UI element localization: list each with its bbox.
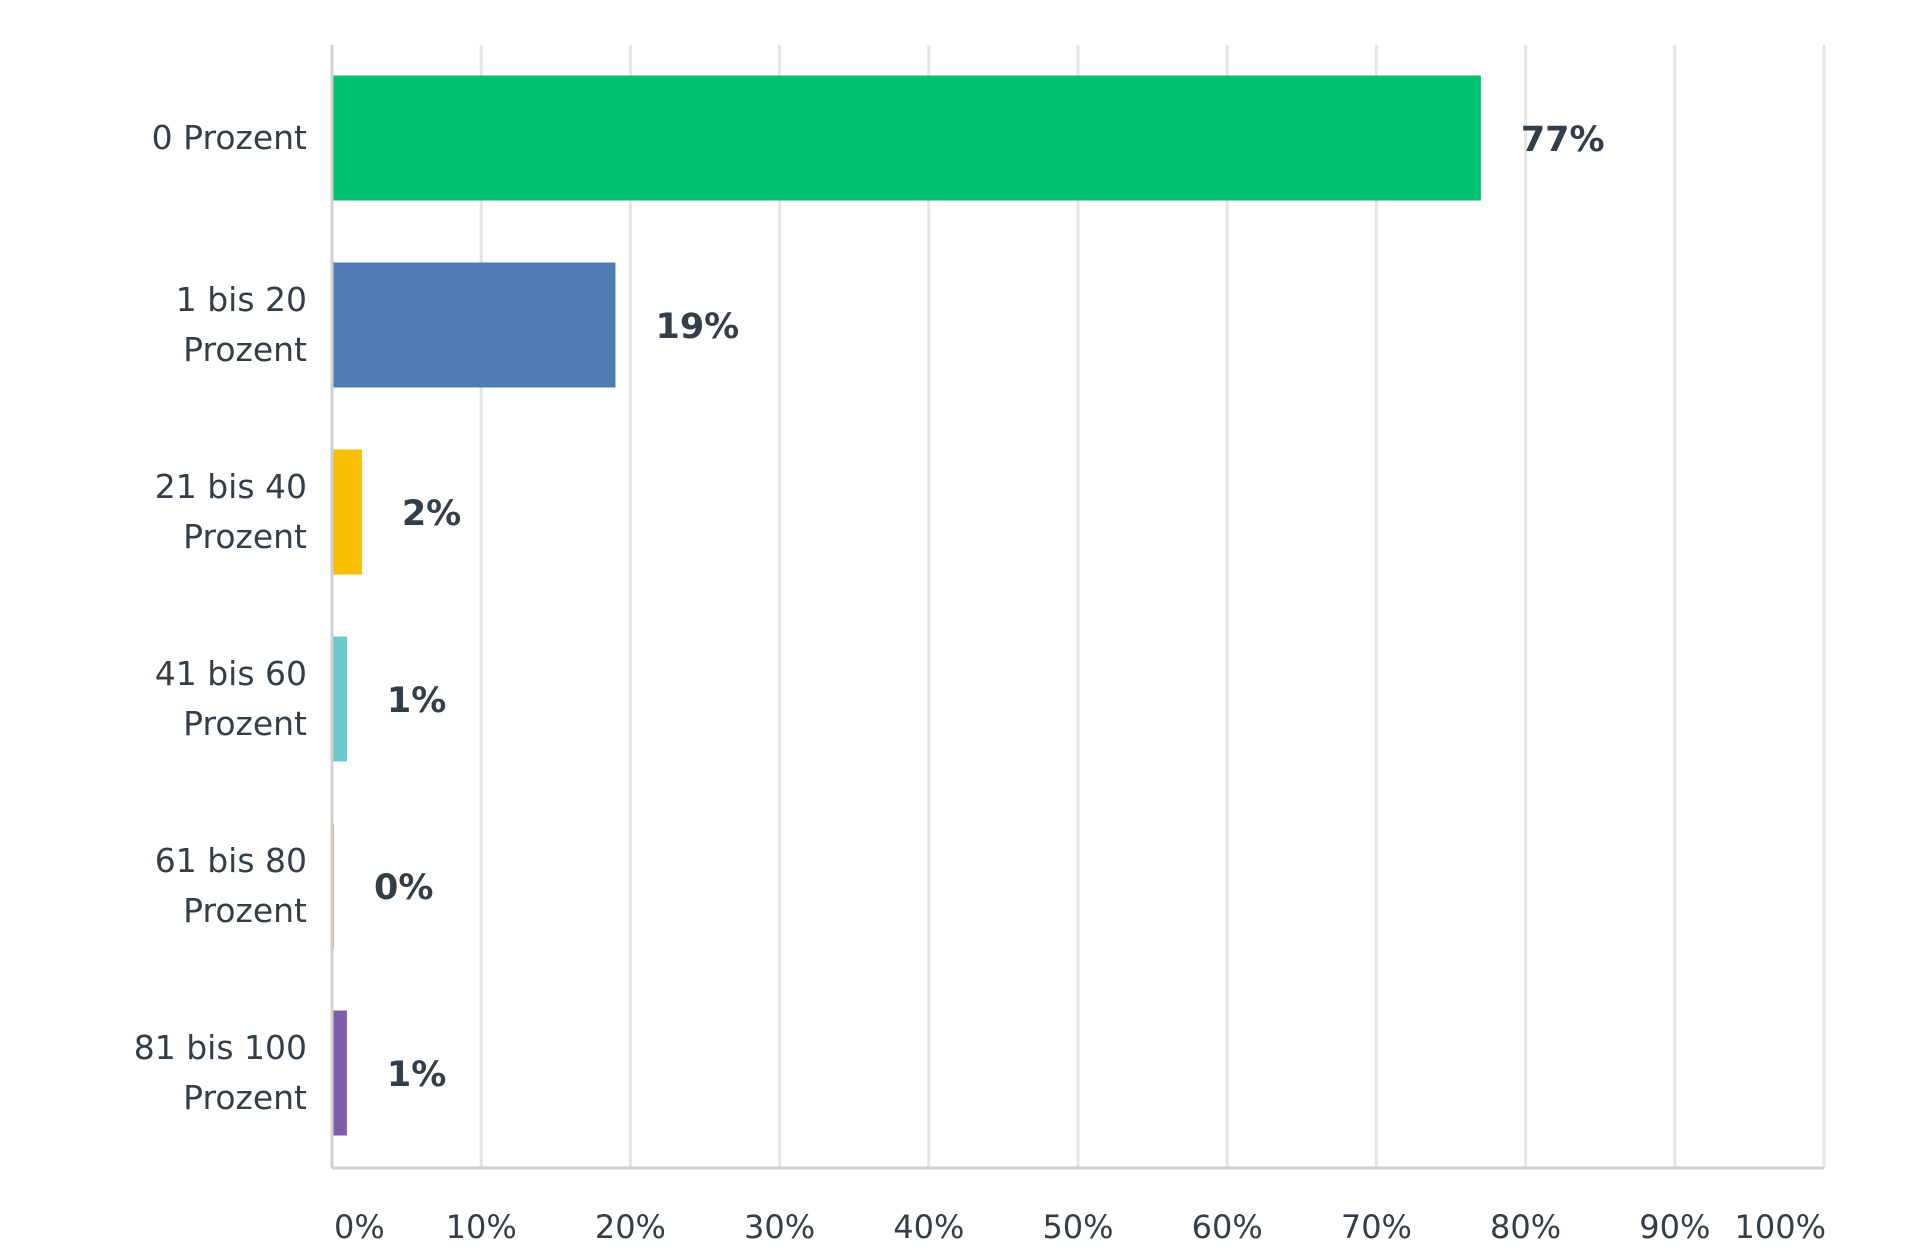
category-label-2: 21 bis 40 Prozent xyxy=(155,467,307,556)
value-labels: 77% 19% 2% 1% 0% 1% xyxy=(374,120,1605,1095)
value-label-4: 0% xyxy=(374,868,433,908)
value-label-5: 1% xyxy=(387,1055,446,1095)
category-label-line: Prozent xyxy=(183,330,307,369)
x-tick-label-70: 70% xyxy=(1341,1208,1412,1246)
x-tick-label-100: 100% xyxy=(1735,1208,1826,1246)
category-label-4: 61 bis 80 Prozent xyxy=(155,841,307,930)
value-label-2: 2% xyxy=(402,494,461,534)
category-label-0: 0 Prozent xyxy=(152,118,307,157)
category-label-5: 81 bis 100 Prozent xyxy=(134,1028,307,1117)
value-label-1: 19% xyxy=(655,307,739,347)
x-axis-tick-labels: 0% 10% 20% 30% 40% 50% 60% 70% 80% 90% 100% xyxy=(334,1208,1826,1246)
category-label-line: 21 bis 40 xyxy=(155,467,307,506)
x-tick-label-40: 40% xyxy=(893,1208,964,1246)
category-label-line: 61 bis 80 xyxy=(155,841,307,880)
x-tick-label-20: 20% xyxy=(595,1208,666,1246)
x-tick-label-10: 10% xyxy=(446,1208,517,1246)
x-tick-label-0: 0% xyxy=(334,1208,385,1246)
category-labels: 0 Prozent 1 bis 20 Prozent 21 bis 40 Prozent… xyxy=(134,118,307,1117)
bar-2 xyxy=(332,449,362,575)
category-label-line: 0 Prozent xyxy=(152,118,307,157)
x-tick-label-50: 50% xyxy=(1042,1208,1113,1246)
value-label-3: 1% xyxy=(387,681,446,721)
category-label-3: 41 bis 60 Prozent xyxy=(155,654,307,743)
x-tick-label-30: 30% xyxy=(744,1208,815,1246)
category-label-1: 1 bis 20 Prozent xyxy=(176,280,307,369)
category-label-line: Prozent xyxy=(183,517,307,556)
category-label-line: 41 bis 60 xyxy=(155,654,307,693)
bar-5 xyxy=(332,1010,347,1136)
bar-1 xyxy=(332,262,616,388)
bars xyxy=(332,75,1481,1136)
x-tick-label-90: 90% xyxy=(1639,1208,1710,1246)
category-label-line: Prozent xyxy=(183,1078,307,1117)
category-label-line: Prozent xyxy=(183,704,307,743)
category-label-line: 1 bis 20 xyxy=(176,280,307,319)
bar-3 xyxy=(332,636,347,762)
x-tick-label-80: 80% xyxy=(1490,1208,1561,1246)
category-label-line: Prozent xyxy=(183,891,307,930)
bar-0 xyxy=(332,75,1481,201)
gridlines xyxy=(479,45,1826,1168)
x-tick-label-60: 60% xyxy=(1192,1208,1263,1246)
value-label-0: 77% xyxy=(1521,120,1605,160)
category-label-line: 81 bis 100 xyxy=(134,1028,307,1067)
axes xyxy=(330,45,1824,1170)
